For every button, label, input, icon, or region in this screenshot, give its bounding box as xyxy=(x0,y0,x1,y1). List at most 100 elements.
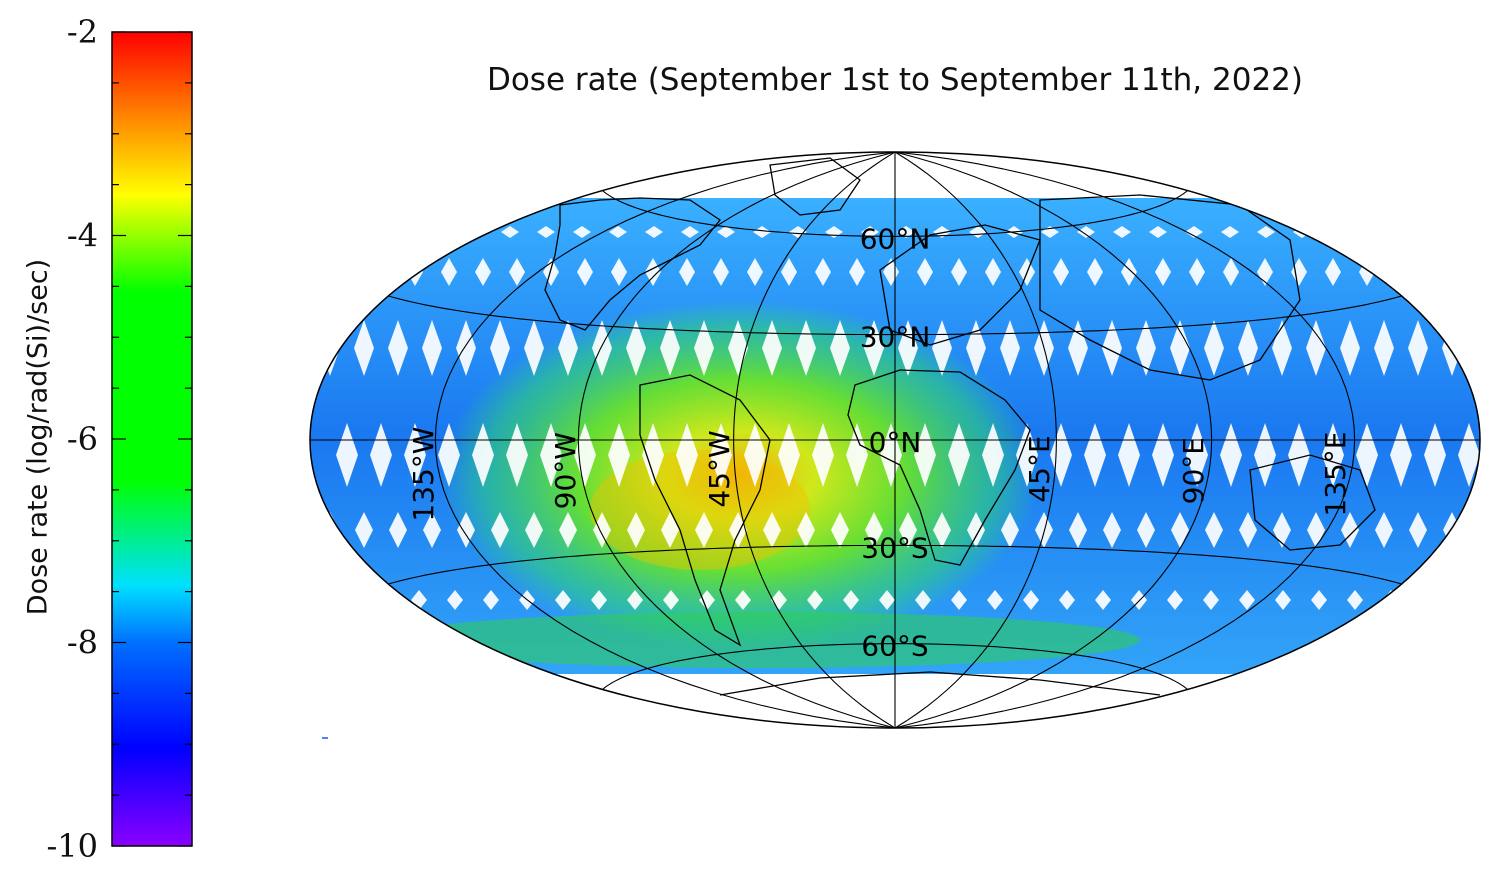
orbit-gap xyxy=(1291,258,1307,286)
orbit-gap xyxy=(645,226,663,238)
orbit-gap xyxy=(354,320,374,376)
orbit-gap xyxy=(506,423,528,487)
orbit-gap xyxy=(1103,512,1121,548)
orbit-gap xyxy=(558,320,578,376)
orbit-gap xyxy=(880,423,902,487)
latitude-label: 0°N xyxy=(869,426,922,459)
latitude-labels: 60°N 30°N 0°N 30°S 60°S xyxy=(860,222,931,662)
orbit-gap xyxy=(1189,258,1205,286)
meridian-line xyxy=(434,152,896,728)
orbit-gap xyxy=(915,590,931,610)
meridian-line xyxy=(733,152,896,728)
orbit-gap xyxy=(404,423,426,487)
orbit-gap xyxy=(1220,423,1242,487)
orbit-gap xyxy=(627,512,645,548)
orbit-gap xyxy=(1375,512,1393,548)
north-america-coast xyxy=(544,197,721,331)
orbit-gap xyxy=(699,590,715,610)
orbit-gap xyxy=(1306,320,1326,376)
orbit-gap xyxy=(849,258,865,286)
orbit-gap xyxy=(1155,258,1171,286)
latitude-label: 60°N xyxy=(860,222,931,255)
longitude-label: 135°W xyxy=(407,427,440,522)
africa-coast xyxy=(847,369,1031,566)
longitude-label: 90°W xyxy=(549,432,582,509)
orbit-gap xyxy=(1325,258,1341,286)
southern-auroral-belt xyxy=(380,612,1140,668)
orbit-gap xyxy=(815,258,831,286)
orbit-gap xyxy=(336,423,358,487)
orbit-gap xyxy=(1204,320,1224,376)
orbit-gap xyxy=(789,226,807,238)
orbit-gap xyxy=(1167,590,1183,610)
latitude-label: 30°S xyxy=(861,531,928,564)
orbit-gap xyxy=(573,226,591,238)
colorbar-tick-label: -6 xyxy=(67,420,98,458)
orbit-gap xyxy=(1461,258,1477,286)
orbit-gap xyxy=(441,258,457,286)
colorbar-tick-label: -8 xyxy=(67,624,98,662)
orbit-gap xyxy=(729,512,747,548)
orbit-gap xyxy=(967,512,985,548)
orbit-gap xyxy=(339,590,355,610)
orbit-gap xyxy=(609,226,627,238)
orbit-gap xyxy=(357,226,375,238)
orbit-gap xyxy=(447,590,463,610)
orbit-gap xyxy=(1102,320,1122,376)
orbit-gap xyxy=(1035,512,1053,548)
orbit-gap xyxy=(608,423,630,487)
orbit-gap xyxy=(778,423,800,487)
orbit-gap xyxy=(1437,226,1455,238)
orbit-gap xyxy=(339,258,355,286)
orbit-gap xyxy=(753,226,771,238)
orbit-gap xyxy=(831,512,849,548)
orbit-gap xyxy=(537,226,555,238)
orbit-gap xyxy=(1455,590,1471,610)
orbit-gap xyxy=(593,512,611,548)
colorbar-tick-label: -10 xyxy=(46,827,98,865)
orbit-gap xyxy=(627,590,643,610)
orbit-gap xyxy=(735,590,751,610)
colorbar-tick-label: -2 xyxy=(67,13,98,51)
orbit-gap xyxy=(1077,226,1095,238)
orbit-gap xyxy=(1257,226,1275,238)
longitude-label: 90°E xyxy=(1177,437,1210,504)
orbit-gap xyxy=(1016,423,1038,487)
orbit-gap xyxy=(540,423,562,487)
orbit-gap xyxy=(321,226,339,238)
orbit-gap xyxy=(1053,258,1069,286)
orbit-gap xyxy=(1239,512,1257,548)
orbit-gap xyxy=(423,512,441,548)
orbit-gap xyxy=(846,423,868,487)
orbit-gap xyxy=(1288,423,1310,487)
orbit-gap xyxy=(490,320,510,376)
longitude-label: 45°W xyxy=(703,430,736,507)
map-title: Dose rate (September 1st to September 11… xyxy=(486,62,1304,98)
orbit-gap xyxy=(389,512,407,548)
orbit-gap xyxy=(1118,423,1140,487)
orbit-gap xyxy=(370,423,392,487)
orbit-gap xyxy=(1170,320,1190,376)
orbit-gap xyxy=(897,226,915,238)
coastlines xyxy=(544,157,1376,696)
orbit-gap xyxy=(1427,258,1443,286)
orbit-gap xyxy=(1095,590,1111,610)
orbit-gap xyxy=(1171,512,1189,548)
orbit-gap xyxy=(762,320,782,376)
orbit-gap xyxy=(1113,226,1131,238)
orbit-gap xyxy=(812,423,834,487)
orbit-gap xyxy=(574,423,596,487)
longitude-label: 135°E xyxy=(1319,432,1352,517)
orbit-gap xyxy=(797,512,815,548)
orbit-gap xyxy=(457,512,475,548)
orbit-gap xyxy=(1329,226,1347,238)
orbit-gap xyxy=(1152,423,1174,487)
orbit-gap xyxy=(1221,226,1239,238)
orbit-gap xyxy=(1205,512,1223,548)
orbit-gap xyxy=(1307,512,1325,548)
orbit-gap xyxy=(483,590,499,610)
orbit-gap xyxy=(1185,226,1203,238)
australia-coast xyxy=(1249,454,1376,551)
orbit-gap xyxy=(1409,512,1427,548)
